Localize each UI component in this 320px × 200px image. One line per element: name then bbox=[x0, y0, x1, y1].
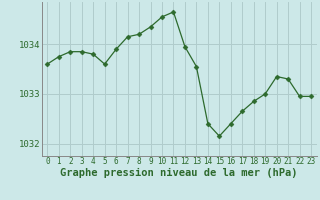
X-axis label: Graphe pression niveau de la mer (hPa): Graphe pression niveau de la mer (hPa) bbox=[60, 168, 298, 178]
